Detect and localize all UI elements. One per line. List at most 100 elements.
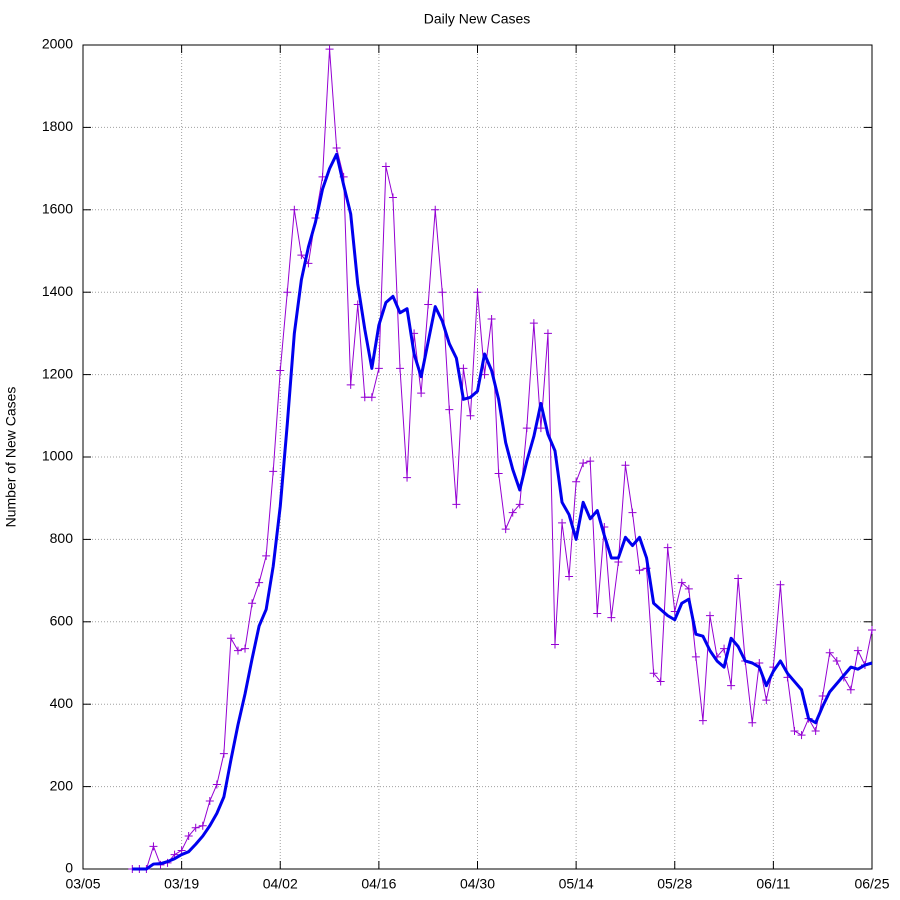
point-marker xyxy=(846,685,855,694)
point-marker xyxy=(233,646,242,655)
point-marker xyxy=(705,611,714,620)
point-marker xyxy=(536,424,545,433)
point-marker xyxy=(572,477,581,486)
point-marker xyxy=(198,821,207,830)
point-marker xyxy=(248,599,257,608)
point-marker xyxy=(396,364,405,373)
point-marker xyxy=(290,205,299,214)
point-marker xyxy=(558,518,567,527)
point-marker xyxy=(691,652,700,661)
point-marker xyxy=(790,726,799,735)
y-tick-label: 2000 xyxy=(42,36,73,52)
y-axis-label: Number of New Cases xyxy=(3,387,19,528)
point-marker xyxy=(374,364,383,373)
point-marker xyxy=(628,508,637,517)
point-marker xyxy=(494,469,503,478)
chart-title: Daily New Cases xyxy=(424,11,531,27)
point-marker xyxy=(515,500,524,509)
x-tick-label: 04/30 xyxy=(460,876,495,892)
point-marker xyxy=(452,500,461,509)
point-marker xyxy=(367,393,376,402)
point-marker xyxy=(438,288,447,297)
point-marker xyxy=(727,681,736,690)
point-marker xyxy=(276,366,285,375)
point-marker xyxy=(748,718,757,727)
point-marker xyxy=(677,578,686,587)
x-tick-label: 05/14 xyxy=(559,876,594,892)
point-marker xyxy=(346,380,355,389)
point-marker xyxy=(212,780,221,789)
point-marker xyxy=(205,797,214,806)
point-marker xyxy=(283,288,292,297)
point-marker xyxy=(818,691,827,700)
point-marker xyxy=(868,626,876,635)
point-marker xyxy=(720,644,729,653)
point-marker xyxy=(403,473,412,482)
point-marker xyxy=(325,45,334,54)
point-marker xyxy=(579,459,588,468)
y-tick-label: 600 xyxy=(50,613,74,629)
point-marker xyxy=(226,634,235,643)
point-marker xyxy=(593,609,602,618)
y-tick-label: 400 xyxy=(50,695,74,711)
point-marker xyxy=(649,669,658,678)
point-marker xyxy=(445,405,454,414)
point-marker xyxy=(417,389,426,398)
point-marker xyxy=(269,467,278,476)
x-tick-label: 04/02 xyxy=(263,876,298,892)
point-marker xyxy=(776,580,785,589)
point-marker xyxy=(550,640,559,649)
point-marker xyxy=(811,726,820,735)
point-marker xyxy=(473,288,482,297)
y-tick-label: 1800 xyxy=(42,118,73,134)
point-marker xyxy=(381,162,390,171)
point-marker xyxy=(184,832,193,841)
point-marker xyxy=(297,251,306,260)
point-marker xyxy=(149,842,158,851)
point-marker xyxy=(487,314,496,323)
point-marker xyxy=(656,677,665,686)
point-marker xyxy=(262,551,271,560)
point-marker xyxy=(853,646,862,655)
point-marker xyxy=(255,578,264,587)
point-marker xyxy=(684,584,693,593)
point-marker xyxy=(825,648,834,657)
point-marker xyxy=(607,613,616,622)
point-marker xyxy=(388,193,397,202)
point-marker xyxy=(586,457,595,466)
y-tick-label: 1000 xyxy=(42,448,73,464)
point-marker xyxy=(621,461,630,470)
point-marker xyxy=(424,300,433,309)
point-marker xyxy=(565,572,574,581)
point-marker xyxy=(241,644,250,653)
point-marker xyxy=(219,749,228,758)
point-marker xyxy=(797,731,806,740)
plot-frame xyxy=(82,44,873,870)
series-line xyxy=(132,152,873,871)
x-tick-label: 05/28 xyxy=(657,876,692,892)
point-marker xyxy=(663,543,672,552)
y-tick-label: 0 xyxy=(65,860,73,876)
point-marker xyxy=(543,329,552,338)
point-marker xyxy=(529,319,538,328)
y-tick-label: 1400 xyxy=(42,283,73,299)
x-tick-label: 03/19 xyxy=(164,876,199,892)
point-marker xyxy=(466,411,475,420)
series-line xyxy=(132,48,873,870)
point-marker xyxy=(832,656,841,665)
y-tick-label: 200 xyxy=(50,777,74,793)
point-marker xyxy=(762,696,771,705)
y-tick-label: 800 xyxy=(50,530,74,546)
x-tick-label: 06/25 xyxy=(854,876,889,892)
point-marker xyxy=(501,525,510,534)
x-tick-label: 06/11 xyxy=(756,876,790,892)
point-marker xyxy=(360,393,369,402)
point-marker xyxy=(459,364,468,373)
y-tick-label: 1200 xyxy=(42,365,73,381)
point-marker xyxy=(191,823,200,832)
x-tick-label: 04/16 xyxy=(361,876,396,892)
x-tick-label: 03/05 xyxy=(65,876,100,892)
point-marker xyxy=(734,574,743,583)
y-tick-label: 1600 xyxy=(42,201,73,217)
